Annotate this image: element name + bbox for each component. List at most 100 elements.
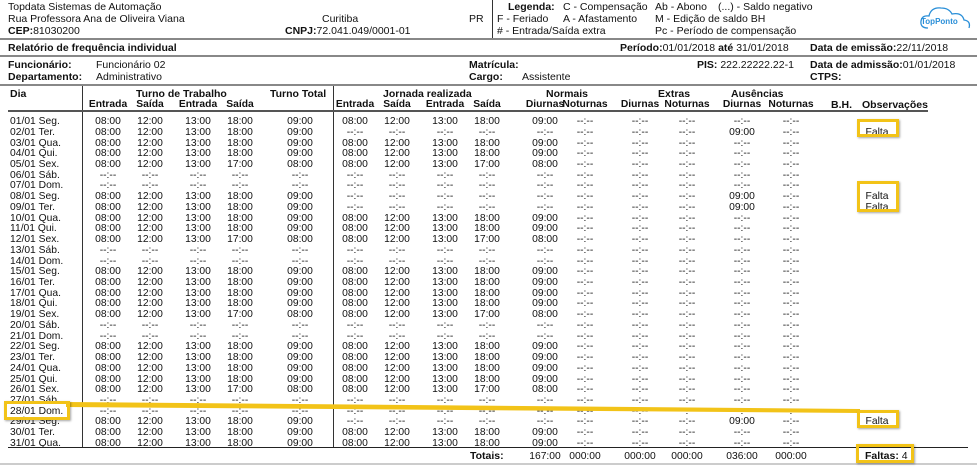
cell-time: --:--: [291, 169, 309, 181]
legend-title: Legenda:: [508, 1, 555, 13]
cell-time: 08:00: [532, 234, 558, 245]
cell-time: --:--: [576, 201, 594, 213]
cell-time: --:--: [678, 180, 696, 192]
ctps-label: CTPS:: [810, 71, 842, 83]
header-dia: Dia: [10, 88, 27, 100]
cell-time: --:--: [678, 298, 696, 310]
cell-time: 12:00: [137, 352, 163, 364]
cell-time: --:--: [436, 395, 454, 406]
cell-time: 08:00: [95, 212, 121, 224]
cell-time: --:--: [346, 395, 364, 406]
cell-time: --:--: [678, 395, 696, 406]
cell-time: 08:00: [342, 137, 368, 149]
cell-time: 12:00: [137, 416, 163, 428]
cell-time: 13:00: [185, 137, 211, 149]
cell-time: --:--: [782, 341, 800, 353]
cell-time: 18:00: [227, 362, 253, 374]
cell-time: 18:00: [227, 137, 253, 149]
cell-time: 18:00: [227, 373, 253, 385]
cell-dia: 06/01 Sáb.: [10, 169, 60, 181]
cell-time: --:--: [631, 255, 649, 267]
cell-time: --:--: [678, 126, 696, 138]
cell-time: --:--: [733, 148, 751, 160]
cell-time: --:--: [576, 287, 594, 299]
cell-time: 12:00: [137, 341, 163, 353]
cell-time: 09:00: [532, 223, 558, 235]
cell-time: --:--: [631, 373, 649, 385]
cell-time: --:--: [478, 416, 496, 428]
cell-time: 12:00: [137, 287, 163, 299]
cell-dia: 15/01 Seg.: [10, 266, 60, 278]
cell-time: --:--: [99, 255, 117, 267]
cell-time: 13:00: [432, 384, 458, 396]
cell-time: 08:00: [342, 352, 368, 364]
cell-time: 13:00: [185, 201, 211, 213]
cell-time: --:--: [189, 395, 207, 406]
cell-time: 08:00: [287, 384, 313, 396]
cell-time: --:--: [346, 169, 364, 181]
cell-time: --:--: [576, 362, 594, 374]
cell-time: --:--: [678, 266, 696, 278]
cell-time: 18:00: [474, 298, 500, 310]
cell-time: 13:00: [185, 341, 211, 353]
company-name: Topdata Sistemas de Automação: [8, 1, 162, 13]
cell-time: --:--: [631, 244, 649, 256]
cell-time: 08:00: [95, 158, 121, 170]
period-sep: até: [718, 42, 734, 54]
cell-time: 09:00: [532, 341, 558, 353]
cell-time: --:--: [231, 330, 249, 342]
cell-time: 13:00: [432, 234, 458, 245]
cell-time: --:--: [782, 427, 800, 439]
cell-time: 12:00: [137, 116, 163, 127]
cell-time: --:--: [388, 244, 406, 256]
cell-time: 13:00: [185, 427, 211, 439]
cell-dia: 23/01 Ter.: [10, 352, 56, 364]
cell-time: 09:00: [532, 362, 558, 374]
cell-dia: 16/01 Ter.: [10, 277, 56, 288]
cell-time: --:--: [678, 373, 696, 385]
cell-dia: 20/01 Sáb.: [10, 319, 60, 331]
cell-time: --:--: [478, 255, 496, 267]
cell-time: 09:00: [532, 266, 558, 278]
cell-time: --:--: [678, 255, 696, 267]
cell-time: 12:00: [384, 287, 410, 299]
cell-time: 08:00: [342, 309, 368, 321]
cell-time: --:--: [346, 126, 364, 138]
faltas-count: 4: [901, 450, 908, 462]
cell-time: --:--: [231, 180, 249, 192]
cloud-icon: [920, 7, 971, 29]
subheader-saída: Saída: [473, 99, 501, 110]
cell-time: 13:00: [185, 416, 211, 428]
cell-time: --:--: [576, 169, 594, 181]
cell-time: --:--: [678, 416, 696, 428]
cell-time: 12:00: [384, 437, 410, 449]
cell-time: 12:00: [384, 116, 410, 127]
cell-time: 18:00: [474, 352, 500, 364]
cell-time: 12:00: [137, 437, 163, 449]
cell-time: --:--: [733, 341, 751, 353]
cell-time: 08:00: [95, 373, 121, 385]
logo-text: Ponto: [935, 17, 958, 26]
cell-time: 13:00: [432, 352, 458, 364]
cell-time: 09:00: [287, 362, 313, 374]
cell-time: 13:00: [432, 212, 458, 224]
cell-time: 09:00: [287, 373, 313, 385]
cell-dia: 26/01 Sex.: [10, 384, 60, 396]
cell-time: 13:00: [185, 309, 211, 321]
cell-time: --:--: [782, 212, 800, 224]
cell-time: 08:00: [287, 309, 313, 321]
cell-time: 18:00: [474, 137, 500, 149]
cell-time: 12:00: [384, 298, 410, 310]
cell-time: --:--: [631, 148, 649, 160]
cell-time: 18:00: [474, 212, 500, 224]
cell-time: --:--: [141, 169, 159, 181]
cell-time: 18:00: [227, 427, 253, 439]
header-ausencias: Ausências: [731, 88, 784, 100]
cell-time: 12:00: [137, 362, 163, 374]
total-value: 167:00: [529, 451, 561, 462]
cell-time: --:--: [99, 330, 117, 342]
highlight-box-faltas-total: [856, 444, 914, 463]
cell-time: 09:00: [287, 287, 313, 299]
cell-time: 08:00: [342, 277, 368, 288]
